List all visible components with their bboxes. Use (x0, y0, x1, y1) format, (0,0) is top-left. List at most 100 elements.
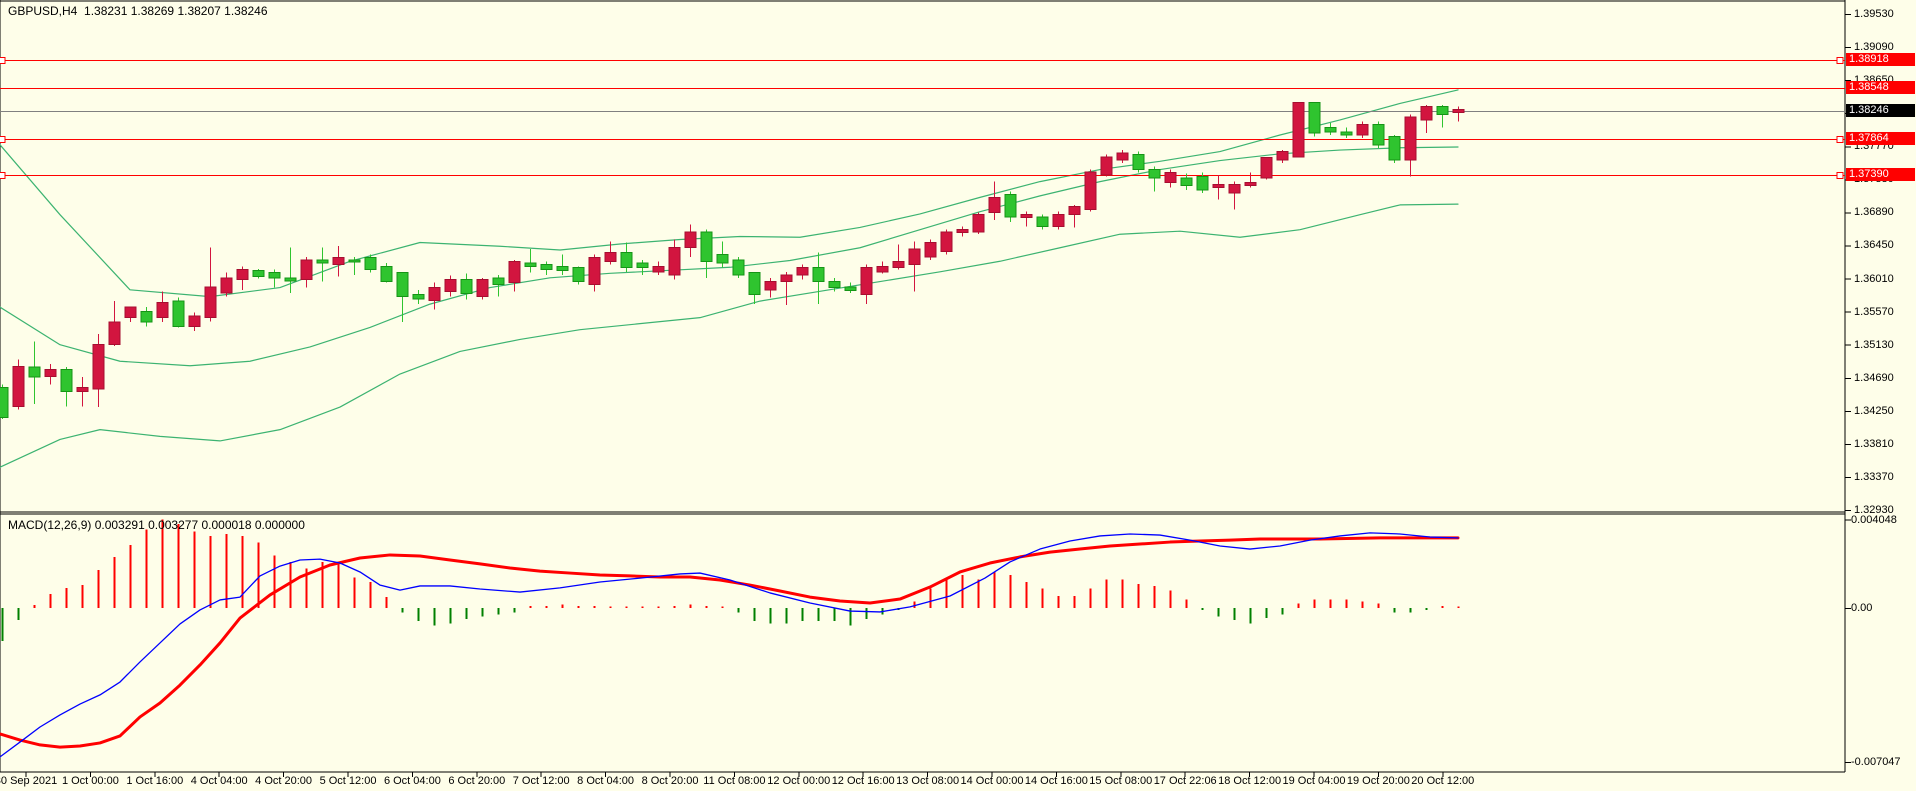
candle (316, 259, 329, 264)
price-axis-tick: 1.36890 (1854, 206, 1894, 219)
candle (28, 366, 41, 378)
candle (252, 269, 265, 277)
candle (1356, 123, 1369, 136)
time-axis-label: 6 Oct 20:00 (448, 775, 506, 787)
time-axis-label: 4 Oct 04:00 (190, 775, 248, 787)
price-axis-tick: 1.39530 (1854, 8, 1894, 20)
candle (780, 274, 793, 283)
candle (700, 231, 713, 262)
candle (220, 277, 233, 294)
candle (1148, 169, 1161, 179)
candle (716, 254, 729, 264)
macd-axis-tick: 0.004048 (1851, 513, 1897, 526)
candle (540, 263, 553, 271)
candle (284, 277, 297, 282)
candle (76, 387, 89, 392)
price-axis-tick: 1.34690 (1854, 371, 1894, 384)
price-axis-tick: 1.35570 (1854, 305, 1894, 318)
line-drag-handle[interactable] (0, 136, 6, 143)
time-axis-label: 17 Oct 22:06 (1153, 775, 1217, 787)
price-axis-tick: 1.36010 (1854, 272, 1894, 285)
candle (0, 387, 9, 419)
candle (1196, 175, 1209, 191)
candle (1180, 177, 1193, 186)
candle (668, 247, 681, 276)
price-axis-tick: 1.33370 (1854, 470, 1894, 483)
line-drag-handle[interactable] (0, 57, 6, 64)
candle (524, 262, 537, 268)
candle (44, 369, 57, 377)
candle (364, 257, 377, 271)
time-axis-label: 14 Oct 16:00 (1024, 775, 1088, 787)
candle (92, 344, 105, 390)
candle (1132, 154, 1145, 171)
candle (988, 196, 1001, 213)
candle (1228, 184, 1241, 194)
macd-indicator-label: MACD(12,26,9) 0.003291 0.003277 0.000018… (8, 518, 305, 532)
time-axis-label: 19 Oct 04:00 (1282, 775, 1346, 787)
candle (1292, 102, 1305, 158)
price-axis-tick: 1.36450 (1854, 239, 1894, 252)
candle (412, 293, 425, 300)
candle (12, 365, 25, 407)
candle (732, 259, 745, 276)
candle (636, 262, 649, 268)
line-drag-handle[interactable] (1836, 136, 1844, 143)
time-axis-label: 8 Oct 20:00 (641, 775, 699, 787)
line-drag-handle[interactable] (0, 172, 6, 179)
candle (556, 266, 569, 271)
candle (1404, 116, 1417, 161)
line-drag-handle[interactable] (1836, 57, 1844, 64)
time-axis-label: 4 Oct 20:00 (255, 775, 313, 787)
candle (1084, 171, 1097, 210)
candle (796, 266, 809, 276)
candle (1164, 172, 1177, 183)
candle (124, 306, 137, 319)
candle (236, 269, 249, 280)
bollinger-middle-line (0, 146, 1459, 367)
time-axis-label: 8 Oct 04:00 (577, 775, 635, 787)
candle (492, 277, 505, 286)
candle (940, 231, 953, 253)
hline-price-label: 1.38548 (1846, 81, 1915, 94)
candle (1116, 152, 1129, 161)
candle (748, 272, 761, 295)
line-drag-handle[interactable] (1836, 172, 1844, 179)
candle (684, 231, 697, 249)
macd-axis-tick: -0.007047 (1851, 755, 1901, 768)
candle (1420, 105, 1433, 121)
macd-main-line (0, 532, 1459, 758)
macd-axis-tick: 0.00 (1851, 602, 1873, 614)
candle (1324, 126, 1337, 133)
candle (1340, 131, 1353, 136)
candle (476, 278, 489, 298)
candle (428, 287, 441, 301)
time-axis-label: 12 Oct 16:00 (831, 775, 895, 787)
candle (140, 311, 153, 323)
candle (156, 302, 169, 319)
bid-price-label: 1.38246 (1846, 104, 1915, 117)
candle (1068, 205, 1081, 216)
time-axis-label: 30 Sep 2021 (0, 775, 58, 787)
candle (604, 251, 617, 262)
candle (108, 321, 121, 346)
time-axis-label: 1 Oct 16:00 (126, 775, 184, 787)
candle (1388, 136, 1401, 161)
candle (1020, 214, 1033, 219)
candle (652, 266, 665, 273)
candle (172, 300, 185, 328)
candle (1212, 184, 1225, 189)
bollinger-lower-line (0, 203, 1459, 468)
candle (620, 251, 633, 268)
candle (908, 248, 921, 265)
candle (972, 214, 985, 233)
candle (268, 272, 281, 279)
price-axis-tick: 1.33810 (1854, 437, 1894, 450)
candle (1276, 151, 1289, 161)
candle (924, 241, 937, 258)
candle (380, 266, 393, 283)
time-axis-label: 12 Oct 00:00 (767, 775, 831, 787)
